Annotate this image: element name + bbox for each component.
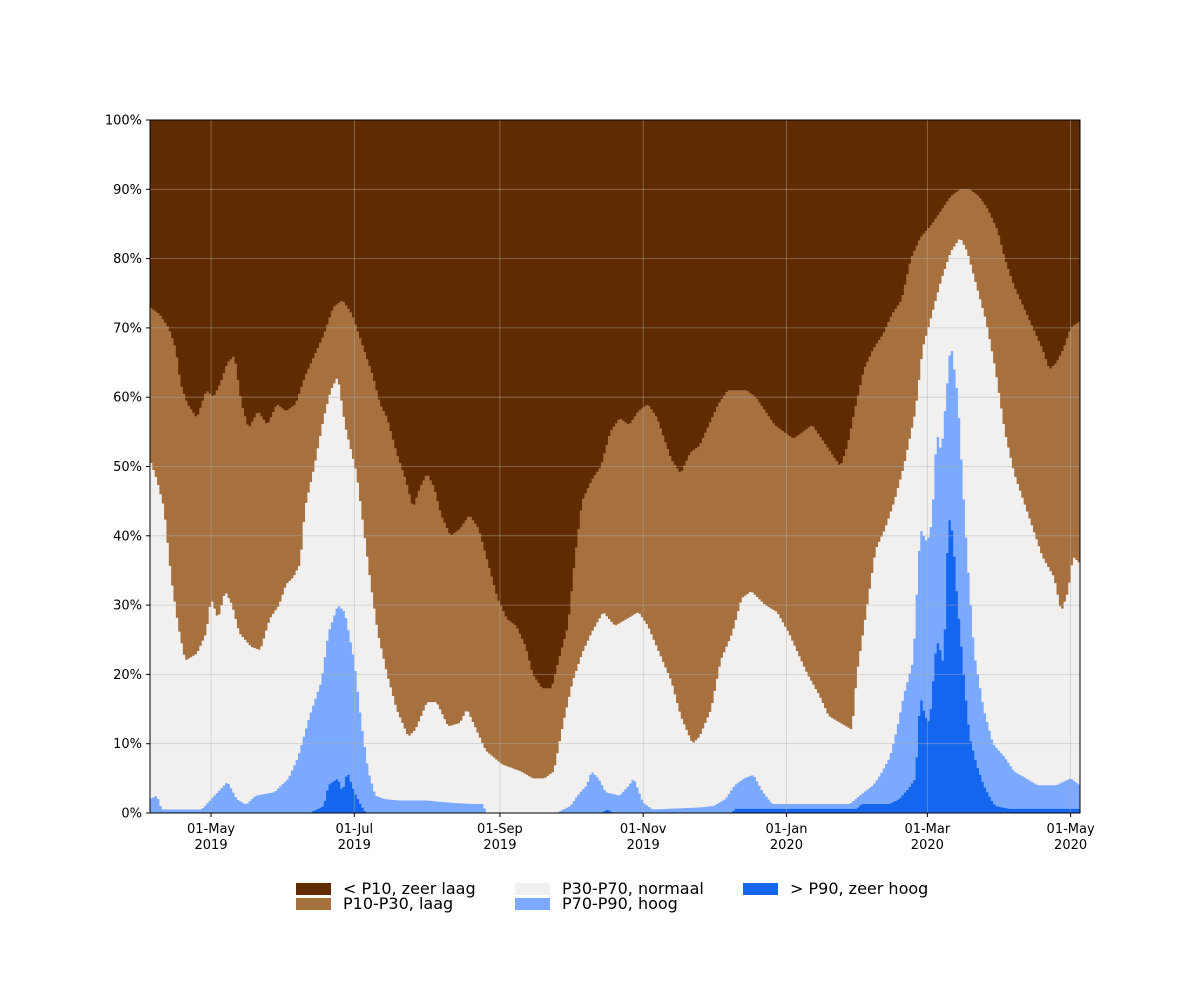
y-tick-label: 0% [121,807,142,822]
legend-label: P10-P30, laag [343,894,453,913]
legend-swatch [743,883,778,895]
y-tick-label: 10% [113,737,142,752]
legend-swatch [296,898,331,910]
band-p30-p70-normaal [150,239,1080,814]
x-tick-label: 01-Nov [620,822,667,837]
x-tick-label-year: 2019 [483,838,516,853]
x-tick-label-year: 2019 [627,838,660,853]
legend-swatch [515,898,550,910]
x-tick-label-year: 2019 [195,838,228,853]
y-tick-label: 20% [113,668,142,683]
legend-label: P30-P70, normaal [562,879,704,898]
x-tick-label-year: 2020 [911,838,944,853]
x-tick-label-year: 2019 [338,838,371,853]
y-tick-label: 60% [113,391,142,406]
x-axis: 01-May201901-Jul201901-Sep201901-Nov2019… [187,813,1095,853]
y-tick-label: 30% [113,599,142,614]
y-tick-label: 80% [113,252,142,267]
x-tick-label: 01-Jan [765,822,807,837]
band-p70-p90-hoog [150,351,1080,813]
legend-label: > P90, zeer hoog [790,879,928,898]
y-tick-label: 40% [113,529,142,544]
x-tick-label: 01-Jul [335,822,373,837]
legend-swatch [515,883,550,895]
x-tick-label: 01-Mar [904,822,950,837]
x-tick-label: 01-May [187,822,235,837]
x-tick-label-year: 2020 [1054,838,1087,853]
y-tick-label: 50% [113,460,142,475]
y-tick-label: 90% [113,183,142,198]
legend-swatch [296,883,331,895]
y-axis: 0% 10% 20% 30% 40% 50% 60% 70% 80% 90% 100% [105,114,150,822]
x-tick-label: 01-Sep [477,822,523,837]
x-tick-label: 01-May [1047,822,1095,837]
legend-label: P70-P90, hoog [562,894,678,913]
legend-label: < P10, zeer laag [343,879,476,898]
y-tick-label: 70% [113,321,142,336]
x-tick-label-year: 2020 [770,838,803,853]
y-tick-label: 100% [105,114,142,129]
